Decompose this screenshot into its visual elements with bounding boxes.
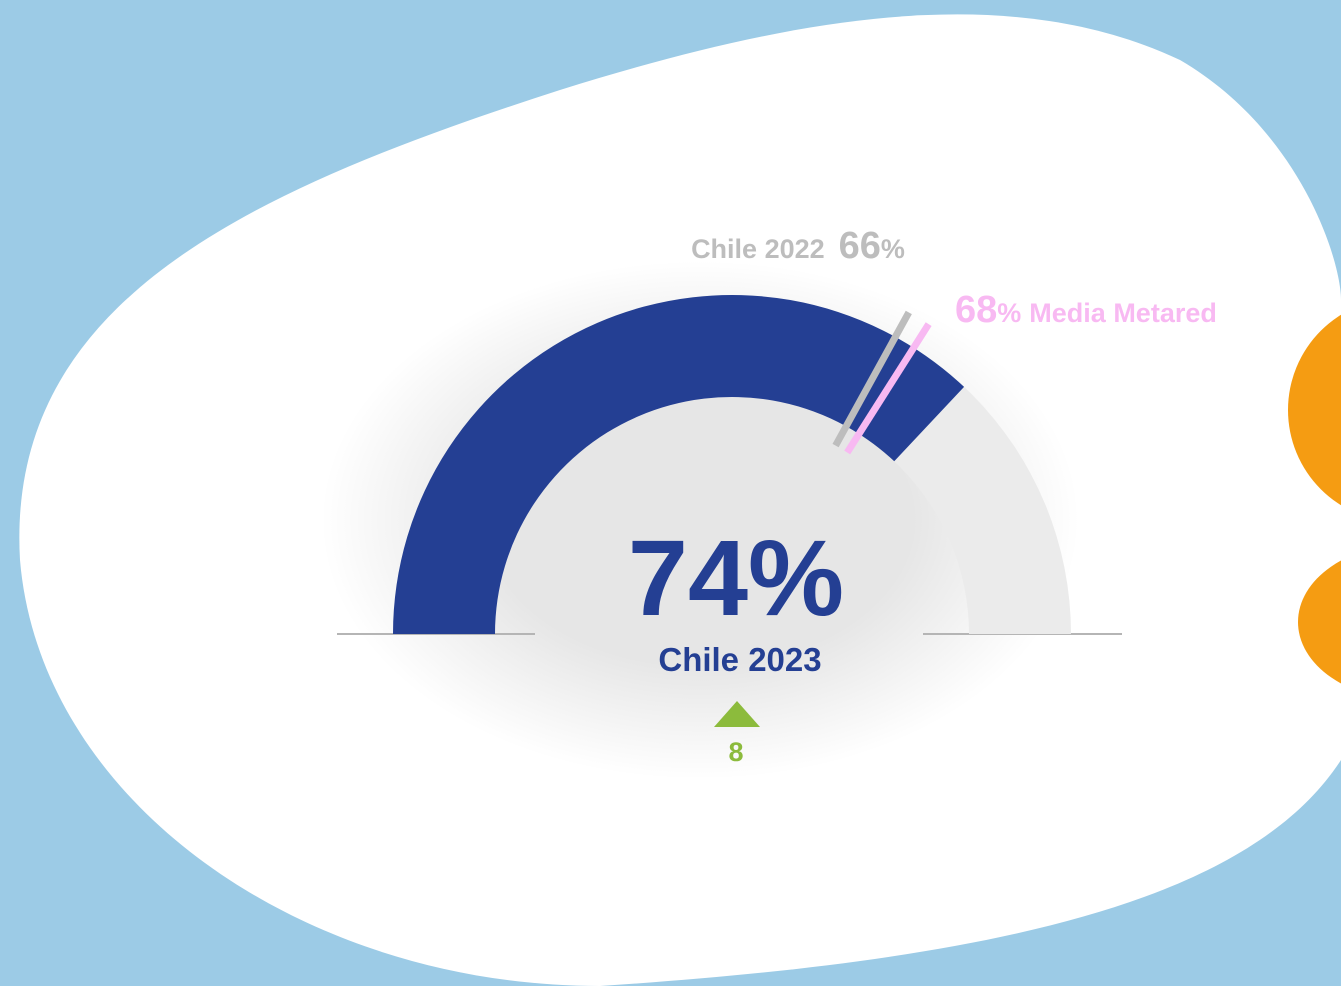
gauge-value: 74% (628, 517, 844, 638)
decor-blob (1298, 560, 1341, 684)
marker-name: Chile 2022 (691, 234, 825, 264)
change-arrow (714, 701, 760, 727)
marker-line (844, 322, 932, 455)
decor-blob (1288, 314, 1341, 506)
marker-line (832, 310, 912, 448)
gauge-bar (393, 294, 965, 634)
unit: % (997, 298, 1021, 328)
change-value: 8 (728, 737, 743, 767)
unit: % (748, 517, 844, 638)
marker-value: 68 (955, 289, 997, 331)
value: 74 (628, 517, 748, 638)
marker-label: Chile 2022 66% (691, 225, 905, 267)
marker-name: Media Metared (1029, 298, 1217, 328)
marker-label: 68% Media Metared (955, 289, 1217, 331)
unit: % (881, 234, 905, 264)
gauge (393, 294, 1071, 634)
gauge-label: Chile 2023 (658, 641, 821, 678)
marker-value: 66 (839, 225, 881, 267)
